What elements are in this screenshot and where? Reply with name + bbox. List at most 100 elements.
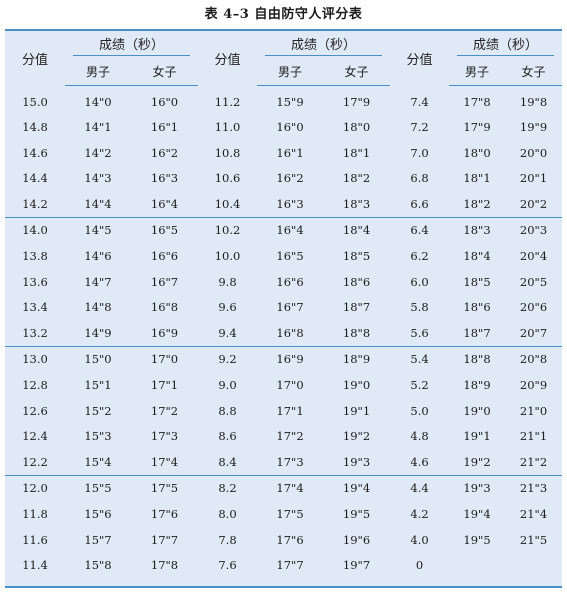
male-time-cell: 14"6 xyxy=(84,248,112,263)
score-table-container: 分值 成绩（秒） 分值 成绩（秒） 分值 成绩（秒） 男子 女子 男子 女子 男… xyxy=(5,29,563,588)
score-cell: 5.0 xyxy=(410,403,429,418)
male-time-cell: 19"3 xyxy=(463,481,491,496)
male-time-cell: 14"9 xyxy=(65,320,131,347)
male-time-cell: 17"0 xyxy=(276,377,304,392)
score-cell: 14.2 xyxy=(5,191,65,218)
male-time-cell: 16"3 xyxy=(257,191,324,218)
female-time-cell: 19"7 xyxy=(342,558,371,573)
score-cell: 13.4 xyxy=(22,300,48,315)
male-time-cell: 16"7 xyxy=(276,300,304,315)
score-cell: 11.2 xyxy=(214,94,241,109)
female-time-cell: 18"3 xyxy=(323,191,391,218)
female-time-cell: 20"7 xyxy=(505,320,563,347)
score-cell: 10.8 xyxy=(214,145,241,160)
female-time-cell: 19"5 xyxy=(342,506,371,521)
score-cell: 11.0 xyxy=(214,119,241,134)
score-cell: 8.6 xyxy=(218,429,237,444)
female-time-cell: 18"6 xyxy=(342,274,371,289)
female-time-cell: 17"1 xyxy=(150,377,179,392)
score-cell: 10.0 xyxy=(214,248,241,263)
female-time-cell: 21"3 xyxy=(519,481,548,496)
score-cell: 4.6 xyxy=(390,449,450,476)
score-cell: 9.2 xyxy=(218,352,237,367)
score-cell: 7.8 xyxy=(218,532,237,547)
score-cell: 8.0 xyxy=(218,506,237,521)
male-time-cell: 18"6 xyxy=(463,300,491,315)
female-time-cell: 17"4 xyxy=(131,449,199,476)
male-time-cell: 16"5 xyxy=(276,248,304,263)
score-cell: 11.8 xyxy=(22,506,48,521)
male-time-cell: 15"8 xyxy=(84,558,112,573)
male-time-cell: 19"5 xyxy=(463,532,491,547)
female-time-cell: 18"7 xyxy=(342,300,371,315)
table-row: 15.0 14"0 16"0 11.2 15"9 17"9 7.4 17"8 19"8 xyxy=(5,85,562,114)
female-time-cell: 16"5 xyxy=(150,223,179,238)
table-row: 13.6 14"7 16"7 9.8 16"6 18"6 6.0 18"5 20"5 xyxy=(5,269,562,295)
table-row: 14.8 14"1 16"1 11.0 16"0 18"0 7.2 17"9 19"9 xyxy=(5,114,562,140)
female-time-cell: 21"1 xyxy=(519,429,548,444)
table-row: 12.0 15"5 17"5 8.2 17"4 19"4 4.4 19"3 21"3 xyxy=(5,475,562,501)
male-time-cell: 14"4 xyxy=(65,191,131,218)
score-cell: 10.2 xyxy=(214,223,241,238)
table-row: 14.4 14"3 16"3 10.6 16"2 18"2 6.8 18"1 20"1 xyxy=(5,166,562,192)
female-time-cell: 18"5 xyxy=(342,248,371,263)
male-time-cell: 18"9 xyxy=(463,377,491,392)
score-cell: 14.4 xyxy=(22,171,48,186)
male-time-cell: 16"6 xyxy=(276,274,304,289)
male-time-cell: 18"8 xyxy=(463,352,491,367)
female-time-cell: 18"2 xyxy=(342,171,371,186)
male-header-1: 男子 xyxy=(65,58,131,86)
male-time-cell: 18"4 xyxy=(463,248,491,263)
female-header-3: 女子 xyxy=(505,58,563,86)
female-time-cell: 17"2 xyxy=(150,403,179,418)
score-cell: 13.0 xyxy=(22,352,48,367)
male-header-2: 男子 xyxy=(257,58,324,86)
score-cell: 6.4 xyxy=(410,223,429,238)
score-cell: 4.2 xyxy=(410,506,429,521)
score-cell: 6.0 xyxy=(410,274,429,289)
score-cell: 9.8 xyxy=(218,274,237,289)
male-time-cell: 14"8 xyxy=(84,300,112,315)
score-cell: 6.2 xyxy=(410,248,429,263)
male-time-cell: 17"4 xyxy=(276,481,304,496)
score-cell: 9.0 xyxy=(218,377,237,392)
table-row: 12.8 15"1 17"1 9.0 17"0 19"0 5.2 18"9 20"9 xyxy=(5,372,562,398)
female-time-cell: 20"9 xyxy=(519,377,548,392)
female-time-cell: 17"3 xyxy=(150,429,179,444)
female-time-cell: 16"0 xyxy=(150,94,179,109)
female-time-cell: 21"0 xyxy=(519,403,548,418)
table-row: 13.0 15"0 17"0 9.2 16"9 18"9 5.4 18"8 20"8 xyxy=(5,346,562,372)
score-cell: 5.8 xyxy=(410,300,429,315)
score-cell: 4.4 xyxy=(410,481,429,496)
score-cell: 9.6 xyxy=(218,300,237,315)
female-time-cell: 17"0 xyxy=(150,352,179,367)
female-time-cell: 16"2 xyxy=(150,145,179,160)
female-time-cell: 20"1 xyxy=(519,171,548,186)
score-cell: 6.6 xyxy=(390,191,450,218)
table-row: 12.6 15"2 17"2 8.8 17"1 19"1 5.0 19"0 21"0 xyxy=(5,398,562,424)
male-time-cell xyxy=(449,553,505,579)
female-time-cell xyxy=(505,553,562,579)
score-cell: 14.8 xyxy=(22,119,48,134)
female-time-cell: 16"4 xyxy=(131,191,199,218)
score-cell: 14.0 xyxy=(22,223,48,238)
score-cell: 7.0 xyxy=(410,145,429,160)
female-time-cell: 19"6 xyxy=(342,532,371,547)
score-cell: 15.0 xyxy=(22,94,48,109)
score-cell: 7.6 xyxy=(218,558,237,573)
score-header-1: 分值 xyxy=(21,52,48,68)
female-time-cell: 17"7 xyxy=(150,532,179,547)
female-time-cell: 18"4 xyxy=(342,223,371,238)
male-time-cell: 18"1 xyxy=(463,171,491,186)
score-cell: 13.6 xyxy=(22,274,48,289)
score-cell: 13.8 xyxy=(22,248,48,263)
male-time-cell: 14"7 xyxy=(84,274,112,289)
female-time-cell: 16"3 xyxy=(150,171,179,186)
female-time-cell: 19"8 xyxy=(519,94,548,109)
female-time-cell: 21"4 xyxy=(519,506,548,521)
time-group-header-2: 成绩（秒） xyxy=(257,31,390,58)
male-time-cell: 19"4 xyxy=(463,506,491,521)
score-cell: 13.2 xyxy=(5,320,65,347)
male-time-cell: 15"2 xyxy=(84,403,112,418)
score-cell: 11.6 xyxy=(22,532,48,547)
